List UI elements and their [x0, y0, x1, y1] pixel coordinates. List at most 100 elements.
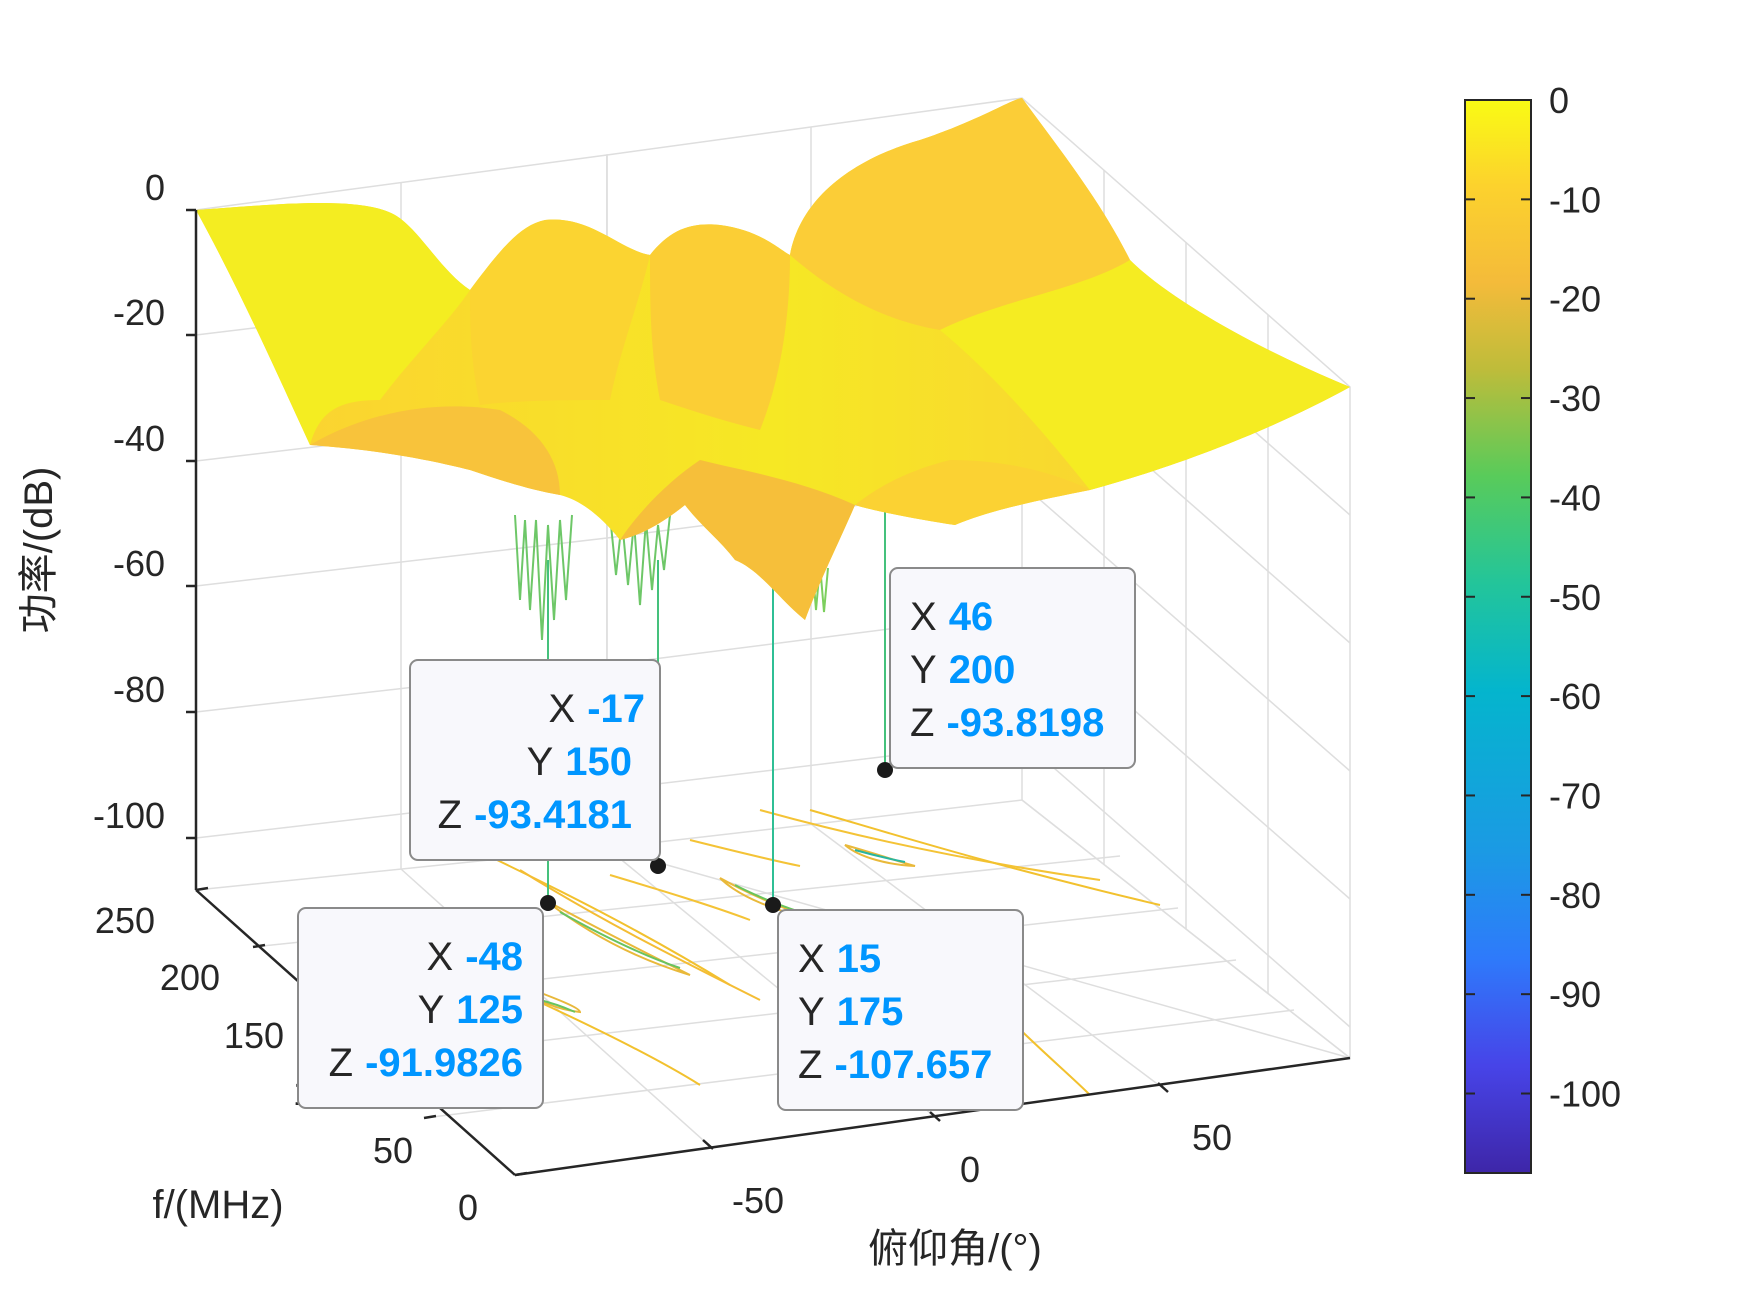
svg-text:Z-93.8198: Z -93.8198: [910, 701, 1104, 745]
datatip-key: Z: [798, 1043, 822, 1087]
x-tick-label: -50: [732, 1180, 784, 1221]
surface-ridge: [310, 406, 560, 495]
contour-line: [844, 844, 916, 867]
svg-text:X-17: X -17: [549, 687, 646, 731]
datatip-key: Y: [527, 740, 554, 784]
y-tick-label: 150: [224, 1015, 284, 1056]
y-tick: [195, 886, 209, 892]
x-tick-label: 0: [960, 1149, 980, 1190]
surface-ridge: [196, 203, 470, 445]
colorbar-tick-label: -50: [1549, 577, 1601, 618]
colorbar-tick-label: -10: [1549, 179, 1601, 220]
datatip-key: Z: [910, 701, 934, 745]
z-tick-label: -20: [113, 292, 165, 333]
colorbar-tick-label: -40: [1549, 477, 1601, 518]
datatip-value: 175: [837, 990, 904, 1034]
colorbar-tick-label: -60: [1549, 676, 1601, 717]
y-tick: [252, 943, 266, 949]
datatip-key: X: [910, 595, 937, 639]
z-tick-label: -100: [93, 795, 165, 836]
datatip-value: -48: [465, 935, 523, 979]
z-tick-label: -80: [113, 669, 165, 710]
svg-text:X46: X 46: [910, 595, 993, 639]
svg-text:X-48: X -48: [427, 935, 524, 979]
datatip-box[interactable]: X 15 Y 175 Z -107.657: [777, 909, 1024, 1111]
colorbar-tick-label: -80: [1549, 875, 1601, 916]
z-axis-title: 功率/(dB): [17, 467, 61, 634]
datatip-key: Z: [438, 793, 462, 837]
datatips: X -17 Y 150 Z -93.4181 X -48 Y 125 Z -91.9826 …: [297, 567, 1136, 1111]
z-tick-label: -60: [113, 543, 165, 584]
svg-text:Z-93.4181: Z -93.4181: [438, 793, 632, 837]
contour-line: [534, 999, 701, 1086]
colorbar-ticks: 0 -10 -20 -30 -40 -50 -60 -70 -80 -90 -100: [1465, 80, 1621, 1115]
y-axis-title: f/(MHz): [152, 1183, 283, 1227]
contour-line: [469, 846, 731, 986]
colorbar-tick-label: 0: [1549, 80, 1569, 121]
surface-ridge: [620, 460, 855, 620]
datatip-value: 125: [456, 988, 523, 1032]
datatip-box[interactable]: X -48 Y 125 Z -91.9826: [297, 907, 544, 1109]
contour-line: [544, 899, 691, 976]
colorbar-tick-label: -100: [1549, 1074, 1621, 1115]
svg-text:X15: X 15: [798, 937, 881, 981]
x-axis-line: [514, 1056, 1351, 1177]
z-tick-label: 0: [145, 167, 165, 208]
colorbar-gradient: [1464, 99, 1532, 1174]
y-tick: [423, 1114, 437, 1120]
spike-fringe: [514, 514, 573, 641]
contour-line: [539, 999, 576, 1013]
datatip-marker[interactable]: [877, 762, 893, 778]
x-tick: [702, 1139, 714, 1150]
contour-line: [559, 911, 681, 969]
x-tick-labels: -50 0 50: [732, 1117, 1232, 1221]
svg-text:Z-91.9826: Z -91.9826: [329, 1041, 523, 1085]
surface-ridge: [855, 460, 1090, 525]
datatip-key: Z: [329, 1041, 353, 1085]
x-tick: [929, 1111, 941, 1122]
contour-line: [854, 849, 906, 863]
colorbar-tick-label: -20: [1549, 279, 1601, 320]
y-tick-label: 50: [373, 1130, 413, 1171]
datatip-key: Y: [418, 988, 445, 1032]
datatip-marker[interactable]: [765, 897, 781, 913]
y-tick-label: 0: [458, 1187, 478, 1228]
datatip-key: X: [427, 935, 454, 979]
datatip-key: Y: [798, 990, 825, 1034]
datatip-value: -17: [587, 687, 645, 731]
contour-line: [809, 809, 1161, 906]
datatip-value: 200: [949, 648, 1016, 692]
colorbar-tick-label: -30: [1549, 378, 1601, 419]
y-tick-label: 200: [160, 957, 220, 998]
surface-ridge: [940, 260, 1350, 490]
colorbar: 0 -10 -20 -30 -40 -50 -60 -70 -80 -90 -100: [1464, 80, 1621, 1174]
datatip-value: 15: [837, 937, 882, 981]
surface-mesh: [196, 98, 1350, 620]
colorbar-tick-label: -90: [1549, 974, 1601, 1015]
datatip-value: -91.9826: [365, 1041, 523, 1085]
surface-ridge: [470, 219, 650, 405]
datatip-key: X: [798, 937, 825, 981]
surface-ridge: [790, 98, 1130, 330]
datatip-marker[interactable]: [540, 895, 556, 911]
z-tick-labels: 0 -20 -40 -60 -80 -100: [93, 167, 165, 836]
datatip-value: -93.4181: [474, 793, 632, 837]
contour-line: [519, 869, 761, 1001]
x-tick: [1157, 1082, 1169, 1093]
x-axis-title: 俯仰角/(°): [868, 1227, 1042, 1271]
datatip-value: 150: [565, 740, 632, 784]
datatip-value: -107.657: [834, 1043, 992, 1087]
datatip-marker[interactable]: [650, 858, 666, 874]
datatip-box[interactable]: X 46 Y 200 Z -93.8198: [889, 567, 1136, 769]
datatip-value: -93.8198: [946, 701, 1104, 745]
colorbar-tick-label: -70: [1549, 775, 1601, 816]
y-tick-label: 250: [95, 900, 155, 941]
datatip-value: 46: [949, 595, 994, 639]
datatip-box[interactable]: X -17 Y 150 Z -93.4181: [409, 659, 661, 861]
y-tick: [514, 1171, 528, 1177]
contour-line: [689, 839, 801, 867]
